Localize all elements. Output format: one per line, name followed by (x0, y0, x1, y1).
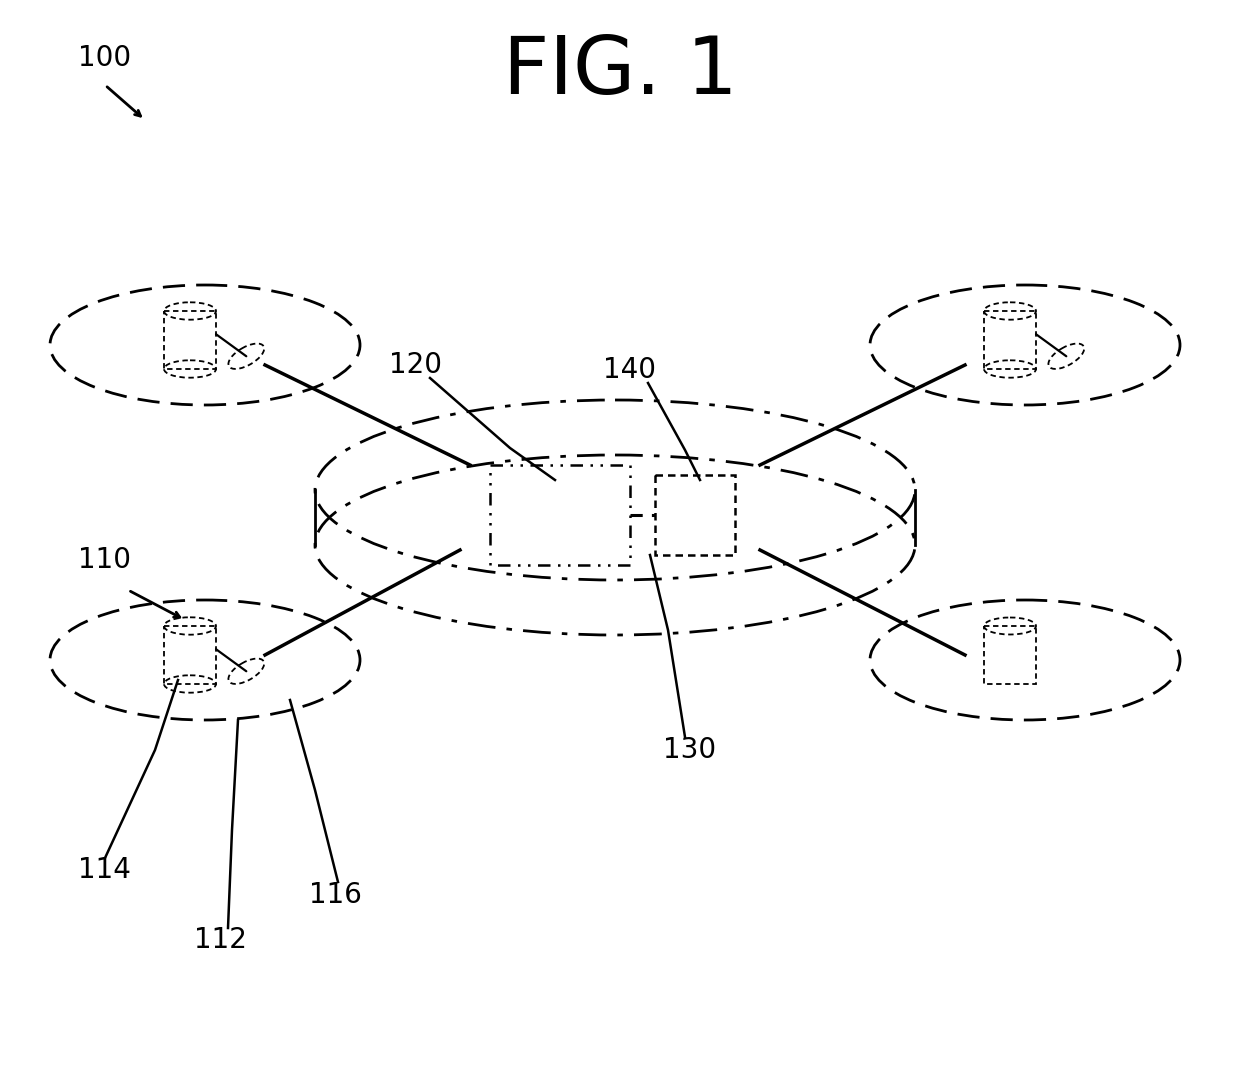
Text: 116: 116 (309, 881, 361, 909)
Text: 130: 130 (663, 736, 717, 764)
Bar (985, 311, 1035, 369)
Text: 100: 100 (78, 44, 131, 72)
Bar (164, 626, 216, 684)
Bar (490, 465, 630, 565)
Bar (655, 475, 735, 555)
Text: 120: 120 (388, 351, 441, 379)
Text: FIG. 1: FIG. 1 (502, 33, 738, 111)
Text: 140: 140 (604, 355, 656, 384)
Bar (164, 311, 216, 369)
Bar (985, 626, 1035, 684)
Text: 110: 110 (78, 546, 131, 574)
Text: 114: 114 (78, 856, 131, 884)
Text: 112: 112 (193, 926, 247, 954)
